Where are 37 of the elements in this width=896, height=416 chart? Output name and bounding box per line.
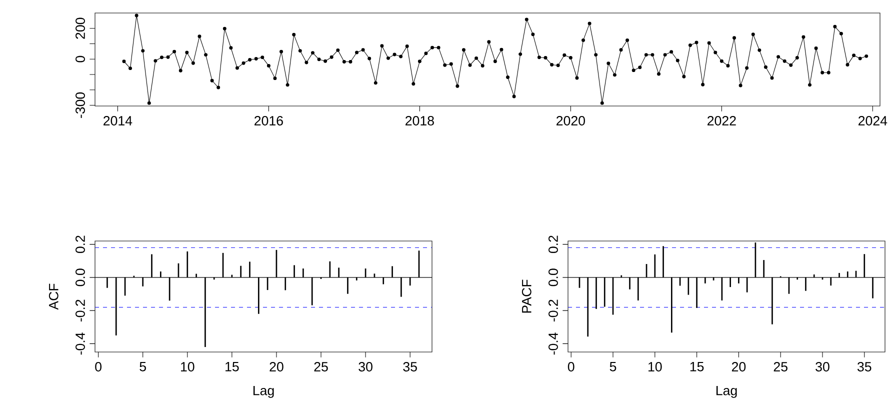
y-axis-title: ACF bbox=[48, 284, 58, 310]
y-tick-label: 0.2 bbox=[548, 236, 558, 254]
x-tick-label: 2024 bbox=[858, 116, 888, 126]
y-tick-label: -0.2 bbox=[76, 300, 85, 322]
y-tick-label: 0.0 bbox=[548, 268, 558, 286]
x-tick-label: 25 bbox=[774, 362, 788, 372]
x-tick-label: 0 bbox=[568, 362, 574, 372]
x-tick-label: 5 bbox=[140, 362, 146, 372]
y-tick-label: -0.2 bbox=[548, 300, 558, 322]
y-tick-label: 200 bbox=[76, 18, 85, 39]
x-tick-label: 20 bbox=[732, 362, 746, 372]
y-axis-title: PACF bbox=[522, 280, 532, 313]
x-tick-label: 35 bbox=[403, 362, 417, 372]
x-tick-label: 20 bbox=[270, 362, 284, 372]
x-tick-label: 30 bbox=[358, 362, 372, 372]
y-tick-label: -0.4 bbox=[548, 332, 558, 355]
y-tick-label: 0.0 bbox=[76, 268, 85, 286]
x-tick-label: 2020 bbox=[556, 116, 585, 126]
y-tick-label: 0 bbox=[76, 56, 85, 62]
x-tick-label: 2018 bbox=[406, 116, 434, 126]
x-tick-label: 0 bbox=[95, 362, 102, 372]
x-tick-label: 10 bbox=[180, 362, 194, 372]
x-tick-label: 35 bbox=[857, 362, 872, 372]
x-tick-label: 30 bbox=[816, 362, 830, 372]
x-tick-label: 2016 bbox=[254, 116, 283, 126]
x-tick-label: 2022 bbox=[708, 116, 736, 126]
x-tick-label: 10 bbox=[648, 362, 662, 372]
y-tick-label: -300 bbox=[76, 92, 85, 118]
x-tick-label: 15 bbox=[226, 362, 239, 372]
x-tick-label: 5 bbox=[610, 362, 616, 372]
x-tick-label: 15 bbox=[690, 362, 704, 372]
x-tick-label: 25 bbox=[314, 362, 328, 372]
y-tick-label: -0.4 bbox=[76, 332, 85, 355]
x-axis-title: Lag bbox=[716, 386, 737, 398]
x-tick-label: 2014 bbox=[104, 116, 132, 126]
y-tick-label: 0.2 bbox=[76, 236, 85, 254]
x-axis-title: Lag bbox=[253, 386, 274, 398]
